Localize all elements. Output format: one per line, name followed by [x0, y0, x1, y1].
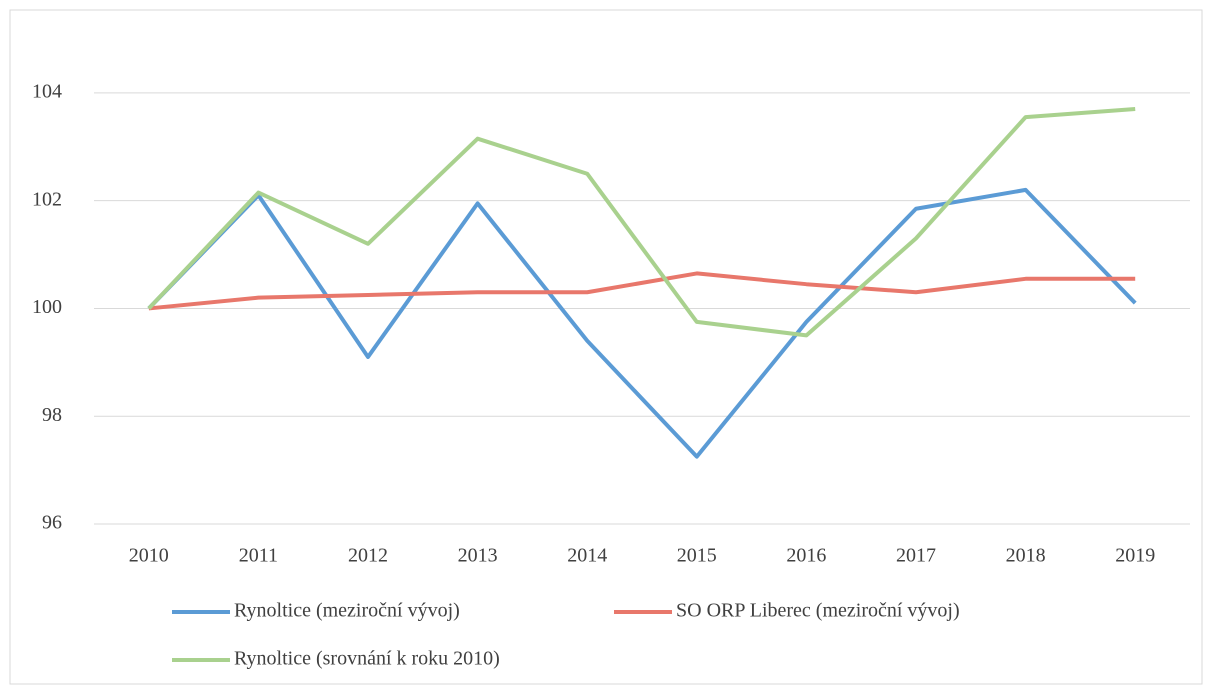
x-tick-label: 2011 — [239, 545, 278, 567]
x-tick-label: 2015 — [677, 545, 717, 567]
x-tick-label: 2010 — [129, 545, 169, 567]
legend-label: Rynoltice (meziroční vývoj) — [234, 600, 460, 622]
x-tick-label: 2016 — [786, 545, 826, 567]
x-tick-label: 2018 — [1006, 545, 1046, 567]
x-tick-label: 2014 — [567, 545, 607, 567]
legend-label: SO ORP Liberec (meziroční vývoj) — [676, 600, 960, 622]
series-line — [148, 271, 1136, 311]
x-tick-label: 2017 — [896, 545, 936, 567]
legend-label: Rynoltice (srovnání k roku 2010) — [234, 648, 500, 670]
y-tick-label: 96 — [42, 512, 62, 534]
chart-border — [9, 9, 1203, 685]
series-line — [147, 187, 1137, 459]
y-tick-label: 102 — [32, 188, 62, 210]
y-tick-label: 104 — [32, 80, 62, 102]
x-tick-label: 2013 — [458, 545, 498, 567]
y-tick-label: 98 — [42, 404, 62, 426]
x-tick-label: 2019 — [1115, 545, 1155, 567]
series-line — [147, 107, 1136, 338]
x-tick-label: 2012 — [348, 545, 388, 567]
y-tick-label: 100 — [32, 296, 62, 318]
